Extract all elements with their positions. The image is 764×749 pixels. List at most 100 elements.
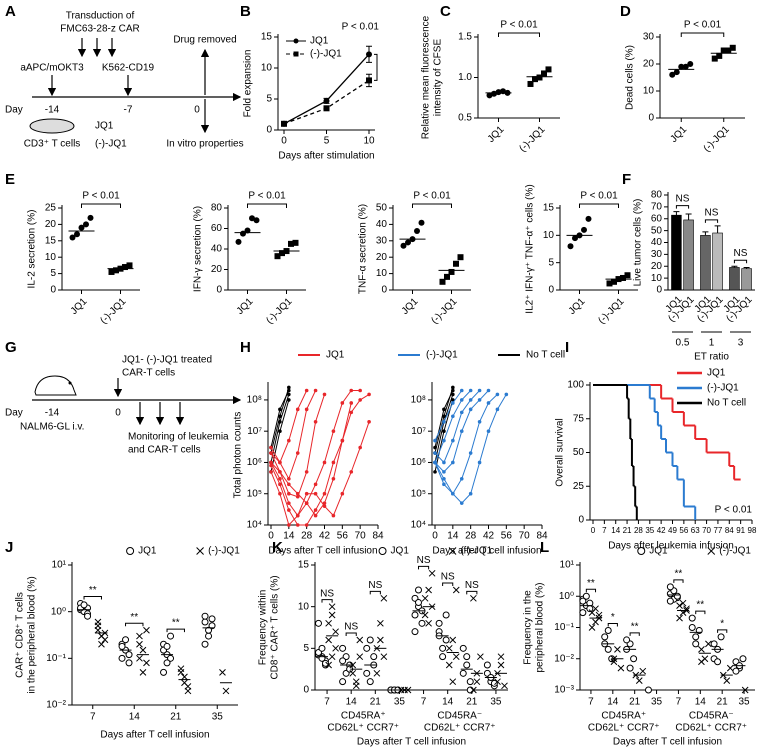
- annotation: P < 0.01: [342, 22, 380, 33]
- x-tick-label: 21: [717, 697, 729, 708]
- data-point: [295, 407, 300, 412]
- x-tick-label: 0: [268, 531, 274, 542]
- y-tick-label: 60: [651, 213, 663, 224]
- annotation: NS: [441, 572, 455, 583]
- data-point: [358, 388, 362, 393]
- line: [434, 390, 463, 441]
- data-point: [339, 657, 347, 665]
- data-point: [143, 626, 150, 634]
- data-point: [278, 407, 282, 412]
- data-point: [205, 626, 213, 634]
- y-tick-label: 20: [211, 264, 223, 275]
- label: -14: [45, 408, 60, 419]
- x-tick-label: 49: [668, 526, 677, 535]
- legend-label: (-)-JQ1: [707, 383, 739, 394]
- data-point: [318, 644, 326, 652]
- annotation: P < 0.01: [684, 20, 722, 31]
- x-tick-label: (-)-JQ1: [702, 124, 732, 154]
- data-point: [451, 460, 455, 465]
- y-tick-label: 10⁵: [247, 488, 262, 499]
- data-point: [323, 97, 330, 104]
- data-point: [167, 632, 175, 640]
- data-point: [139, 669, 147, 676]
- x-tick-label: 21: [370, 697, 382, 708]
- y-axis-title: Dead cells (%): [625, 45, 636, 110]
- line: [434, 394, 454, 463]
- label: Day: [5, 105, 23, 116]
- data-point: [448, 268, 455, 275]
- y-tick-label: 0.5: [458, 113, 472, 124]
- x-tick-label: 35: [739, 697, 751, 708]
- y-tick-label: 10⁻¹: [554, 622, 574, 633]
- data-point: [477, 388, 482, 393]
- annotation: **: [89, 585, 97, 596]
- y-tick-label: 1.5: [458, 32, 472, 43]
- error-bar: [743, 266, 750, 269]
- legend-label: (-)-JQ1: [208, 546, 240, 557]
- data-point: [377, 636, 384, 644]
- line: [270, 393, 370, 526]
- x-tick-label: 0: [432, 531, 438, 542]
- y-tick-label: 10⁻²: [46, 700, 66, 711]
- y-tick-label: 25: [573, 481, 585, 492]
- x-axis-title: Days after leukemia infusion: [608, 541, 734, 552]
- data-point: [470, 594, 477, 602]
- data-point: [468, 407, 473, 412]
- data-point: [678, 63, 685, 70]
- legend-marker: [293, 51, 299, 57]
- data-point: [118, 642, 126, 650]
- y-axis-title: CAR⁺ CD8⁺ T cells: [15, 592, 26, 678]
- data-point: [486, 92, 493, 99]
- label: JQ1: [95, 121, 114, 132]
- y-tick-label: 10⁻³: [554, 685, 574, 696]
- data-point: [698, 658, 705, 666]
- group-label: 1: [709, 338, 715, 349]
- data-point: [295, 451, 300, 455]
- bracket: [412, 203, 452, 208]
- data-point: [373, 669, 381, 677]
- data-point: [739, 655, 747, 663]
- data-point: [139, 646, 147, 654]
- legend-marker: [196, 547, 204, 555]
- label: and CAR-T cells: [128, 445, 201, 456]
- data-point: [349, 388, 354, 393]
- annotation: P < 0.01: [82, 191, 120, 202]
- label: CAR-T cells: [122, 368, 175, 379]
- legend-label: JQ1: [326, 350, 345, 361]
- data-point: [278, 460, 282, 465]
- data-point: [666, 597, 674, 605]
- legend-marker: [707, 547, 716, 555]
- data-point: [340, 438, 345, 443]
- data-point: [501, 682, 508, 690]
- y-axis-title: Live tumor cells (%): [633, 199, 644, 287]
- data-point: [94, 618, 102, 626]
- data-point: [442, 460, 446, 465]
- annotation: P < 0.01: [715, 505, 753, 516]
- data-point: [439, 644, 447, 652]
- x-tick-label: 7: [421, 697, 427, 708]
- bracket: [673, 579, 684, 583]
- data-point: [292, 239, 299, 246]
- panel-label: A: [5, 3, 16, 20]
- data-point: [356, 653, 364, 661]
- bracket: [579, 203, 619, 208]
- data-point: [459, 398, 464, 402]
- group-label: CD62L⁺ CCR7⁺: [588, 723, 660, 734]
- legend-marker: [293, 38, 299, 44]
- bracket: [498, 32, 540, 37]
- data-point: [468, 491, 473, 496]
- data-point: [442, 407, 446, 412]
- error-bar: [731, 265, 738, 268]
- bar: [683, 219, 694, 291]
- x-tick-label: 35: [394, 697, 406, 708]
- x-tick-label: 56: [337, 531, 349, 542]
- data-point: [366, 51, 372, 58]
- y-tick-label: 10⁷: [247, 426, 262, 437]
- data-point: [494, 678, 501, 686]
- data-point: [687, 61, 694, 67]
- data-point: [688, 624, 696, 631]
- data-point: [610, 658, 618, 666]
- x-tick-label: 14: [611, 526, 620, 535]
- data-point: [325, 661, 332, 669]
